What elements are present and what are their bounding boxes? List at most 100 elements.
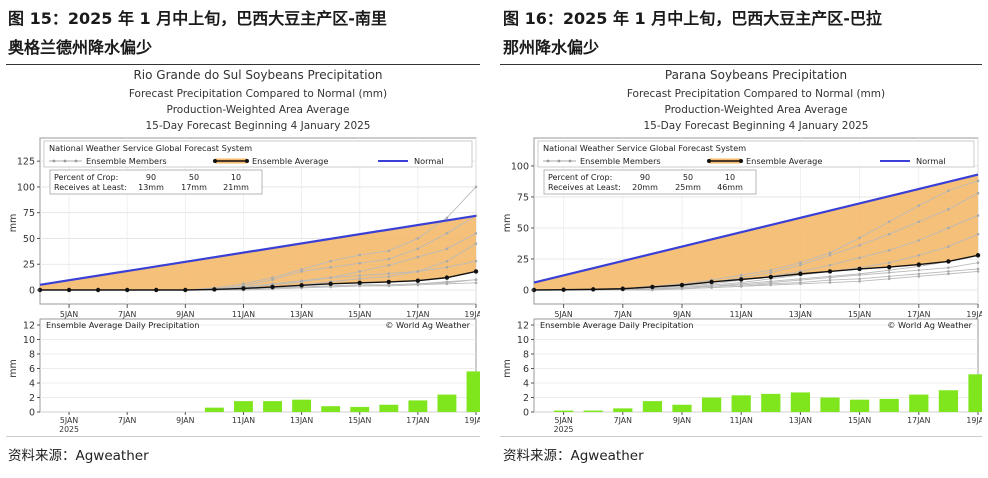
ensemble-member-point (917, 204, 921, 207)
ensemble-member-point (474, 281, 478, 285)
crop-table-row2-label: Receives at Least: (548, 183, 621, 192)
ensemble-member-point (947, 272, 950, 276)
ensemble-member-point (474, 242, 478, 245)
figure-rule-1 (6, 64, 480, 65)
daily-precip-bar (379, 404, 399, 412)
ensemble-member-point (799, 263, 802, 267)
ensemble-average-point (798, 271, 803, 277)
top-y-tick-label: 75 (23, 208, 35, 219)
bottom-y-tick-label: 4 (523, 379, 529, 390)
top-y-tick-label: 50 (517, 223, 529, 234)
ensemble-member-point (828, 251, 832, 255)
daily-precip-bar (909, 394, 929, 412)
bottom-y-tick-label: 10 (23, 335, 35, 346)
crop-table-amount: 13mm (138, 183, 164, 192)
ensemble-member-point (828, 276, 832, 279)
bottom-x-tick-label: 15JAN (848, 416, 871, 425)
ensemble-average-point (241, 286, 246, 291)
ensemble-member-point (799, 261, 802, 265)
daily-precip-bar (642, 401, 663, 412)
source-note-2: 资料来源：Agweather (503, 448, 644, 464)
bottom-x-tick-label: 11JAN (730, 416, 753, 425)
legend-members-dot (52, 159, 56, 163)
legend-members-label: Ensemble Members (86, 156, 167, 166)
ensemble-member-point (858, 244, 861, 247)
ensemble-member-point (271, 276, 274, 279)
bottom-x-tick-label: 5JAN (60, 416, 78, 425)
ensemble-member-point (329, 276, 332, 279)
figure-caption-1: 图 15：2025 年 1 月中上旬，巴西大豆主产区-南里 奥格兰德州降水偏少 (8, 4, 478, 62)
daily-precip-bar (263, 401, 282, 412)
ensemble-member-point (445, 266, 449, 269)
ensemble-member-line (534, 270, 979, 291)
system-label: National Weather Service Global Forecast… (543, 143, 746, 153)
legend-average-dot (739, 159, 743, 163)
legend-members-label: Ensemble Members (580, 156, 661, 166)
crop-table-percent: 10 (725, 173, 735, 182)
chart-subtitle-line: Production-Weighted Area Average (665, 104, 848, 116)
top-y-tick-label: 50 (23, 234, 35, 245)
ensemble-member-point (828, 253, 832, 257)
ensemble-member-point (358, 277, 362, 280)
chart-rio-grande-do-sul: Rio Grande do Sul Soybeans Precipitation… (8, 68, 480, 434)
ensemble-average-point (415, 278, 421, 283)
top-y-axis-label: mm (8, 214, 19, 233)
ensemble-member-point (358, 284, 362, 288)
top-x-tick-label: 17JAN (907, 310, 930, 319)
chart-title: Parana Soybeans Precipitation (665, 68, 847, 82)
top-y-axis-label: mm (502, 214, 513, 233)
ensemble-average-point (887, 264, 892, 270)
top-x-tick-label: 9JAN (176, 310, 194, 319)
ensemble-member-point (416, 282, 420, 286)
top-x-tick-label: 15JAN (348, 310, 371, 319)
ensemble-member-point (300, 280, 303, 284)
ensemble-member-point (947, 270, 950, 273)
ensemble-average-point (299, 283, 304, 288)
chart-subtitle-line: 15-Day Forecast Beginning 4 January 2025 (643, 120, 868, 132)
ensemble-member-point (976, 267, 980, 271)
crop-table-percent: 50 (683, 173, 693, 182)
crop-table-box (49, 169, 263, 195)
ensemble-average-point (444, 275, 450, 280)
ensemble-average-point (561, 287, 566, 292)
ensemble-average-point (709, 279, 714, 285)
crop-table-box (543, 169, 757, 195)
crop-table-row1-label: Percent of Crop: (548, 173, 612, 182)
ensemble-member-point (769, 268, 773, 272)
daily-precip-bar (731, 395, 751, 412)
ensemble-member-point (917, 220, 921, 224)
ensemble-average-point (328, 281, 333, 287)
ensemble-average-point (270, 284, 275, 290)
daily-precip-bar (437, 394, 457, 412)
legend-members-dot (546, 159, 550, 163)
bottom-x-year-label: 2025 (59, 425, 79, 434)
ensemble-member-point (858, 236, 861, 240)
bottom-x-tick-label: 9JAN (673, 416, 691, 425)
ensemble-member-point (300, 270, 303, 273)
ensemble-member-point (474, 232, 478, 235)
ensemble-average-point (386, 279, 391, 285)
bottom-x-tick-label: 11JAN (232, 416, 255, 425)
top-x-tick-label: 5JAN (554, 310, 572, 319)
normal-deficit-fill (534, 174, 978, 290)
ensemble-member-point (329, 259, 332, 263)
ensemble-member-point (416, 270, 420, 273)
ensemble-average-point (827, 269, 833, 274)
ensemble-member-point (858, 277, 861, 281)
legend-average-label: Ensemble Average (746, 156, 822, 166)
bottom-y-tick-label: 2 (29, 393, 35, 404)
ensemble-member-point (947, 226, 950, 230)
ensemble-member-point (651, 288, 654, 292)
ensemble-member-point (917, 272, 921, 276)
ensemble-member-point (858, 280, 861, 283)
ensemble-average-point (125, 287, 130, 293)
legend-members-dot (557, 159, 561, 163)
top-x-tick-label: 11JAN (730, 310, 753, 319)
chart-subtitle-line: Production-Weighted Area Average (167, 104, 350, 116)
ensemble-average-point (679, 282, 685, 288)
ensemble-average-point (473, 269, 479, 274)
bottom-y-axis-label: mm (8, 359, 19, 378)
bottom-y-tick-label: 0 (29, 408, 35, 419)
